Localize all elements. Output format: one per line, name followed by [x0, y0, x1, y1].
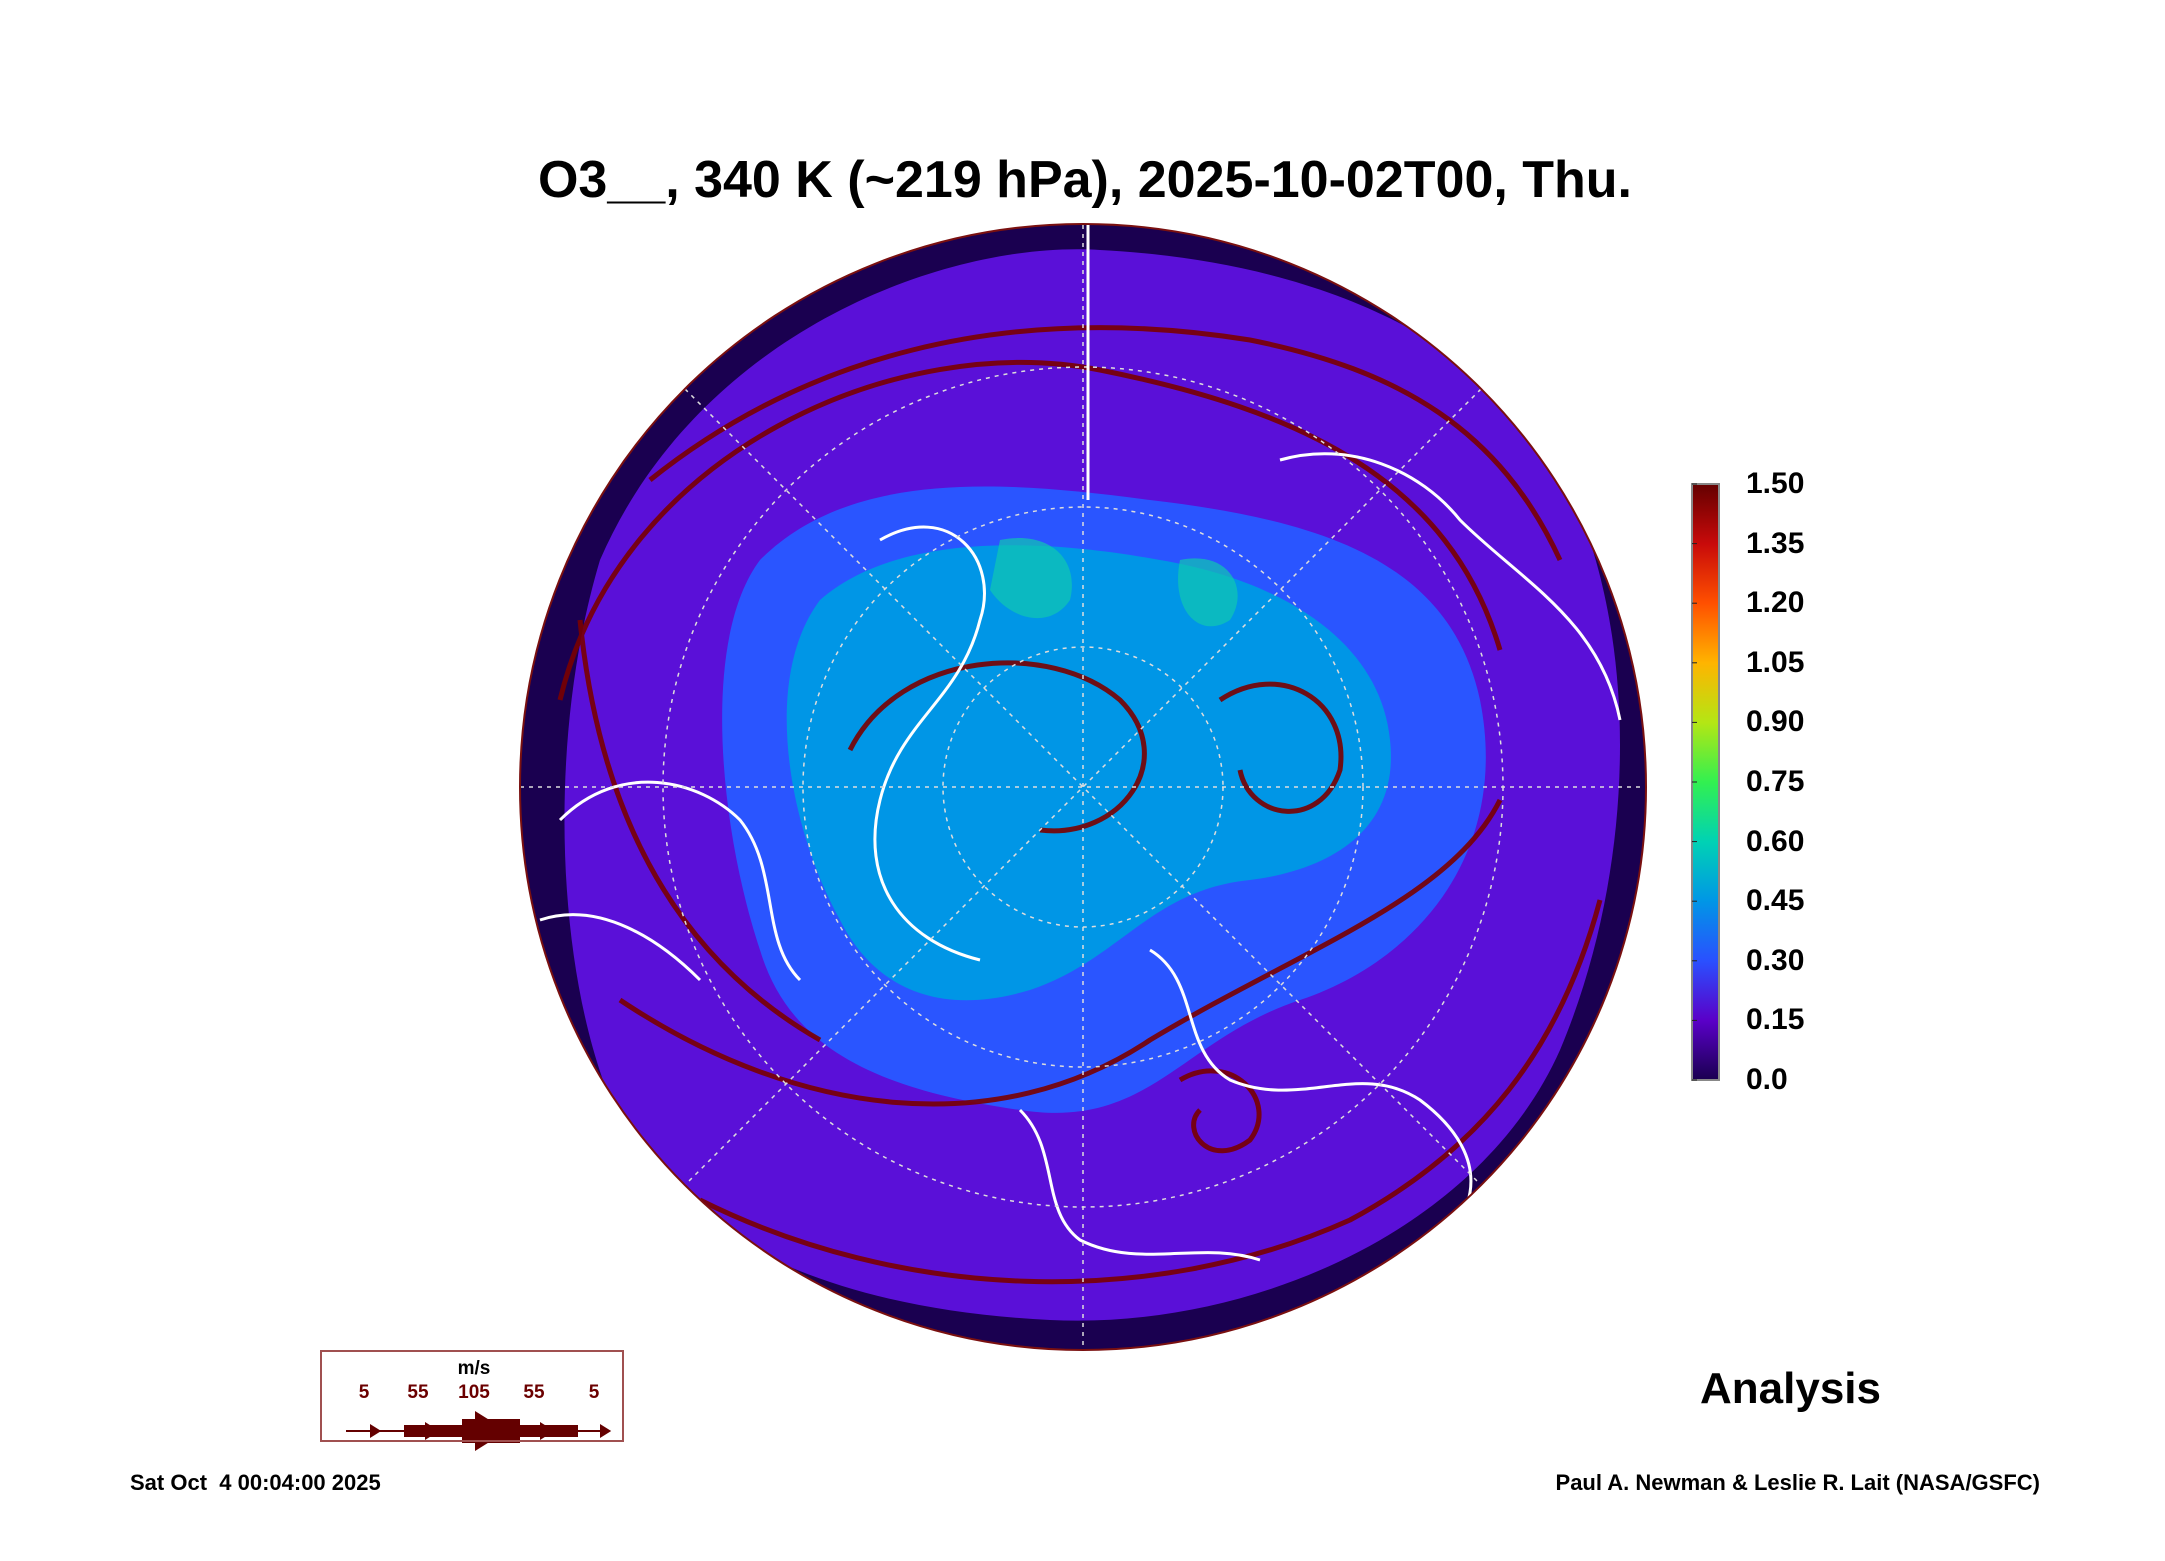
wind-legend-arrowhead: [425, 1422, 440, 1440]
colorbar-tick-label: 1.35: [1746, 526, 1805, 560]
colorbar-tick-label: 0.75: [1746, 765, 1805, 798]
wind-legend-label: 5: [588, 1382, 600, 1403]
colorbar-tick-label: 1.50: [1746, 467, 1805, 500]
wind-legend-arrows: [346, 1411, 612, 1451]
credit: Paul A. Newman & Leslie R. Lait (NASA/GS…: [1555, 1470, 2040, 1495]
wind-legend-arrowhead: [540, 1422, 555, 1440]
generated-date: Sat Oct 4 00:04:00 2025: [130, 1470, 381, 1495]
globe-outline: [519, 223, 1647, 1351]
wind-legend-label: 55: [407, 1382, 429, 1403]
wind-legend-arrowhead: [600, 1424, 612, 1438]
wind-legend-label: 105: [458, 1382, 490, 1403]
wind-legend: m/s 5 55 105 55 5: [320, 1350, 624, 1442]
wind-streamlines: [557, 325, 1603, 1285]
colorbar-tick-label: 0.45: [1746, 884, 1805, 918]
ozone-field: [520, 224, 1646, 1350]
colorbar-tick-label: 1.20: [1746, 586, 1805, 620]
colorbar-tick-label: 0.90: [1746, 705, 1805, 739]
wind-legend-label: 55: [523, 1382, 545, 1403]
wind-legend-unit: m/s: [457, 1358, 491, 1379]
graticule: [520, 225, 1646, 1350]
colorbar-tick-label: 0.30: [1746, 943, 1805, 977]
field-cyan: [786, 545, 1391, 1001]
chart-title: O3__, 340 K (~219 hPa), 2025-10-02T00, T…: [537, 151, 1632, 209]
colorbar-tick-label: 0.60: [1746, 824, 1805, 858]
colorbar-tick-label: 0.0: [1746, 1063, 1788, 1096]
wind-legend-arrowhead: [370, 1424, 382, 1438]
wind-legend-label: 5: [358, 1382, 370, 1403]
colorbar-tick-label: 0.15: [1746, 1003, 1805, 1037]
field-teal: [990, 538, 1238, 627]
colorbar-tick-label: 1.05: [1746, 645, 1805, 679]
analysis-label: Analysis: [1700, 1364, 1881, 1413]
colorbar-ticks: [1692, 483, 1697, 1081]
